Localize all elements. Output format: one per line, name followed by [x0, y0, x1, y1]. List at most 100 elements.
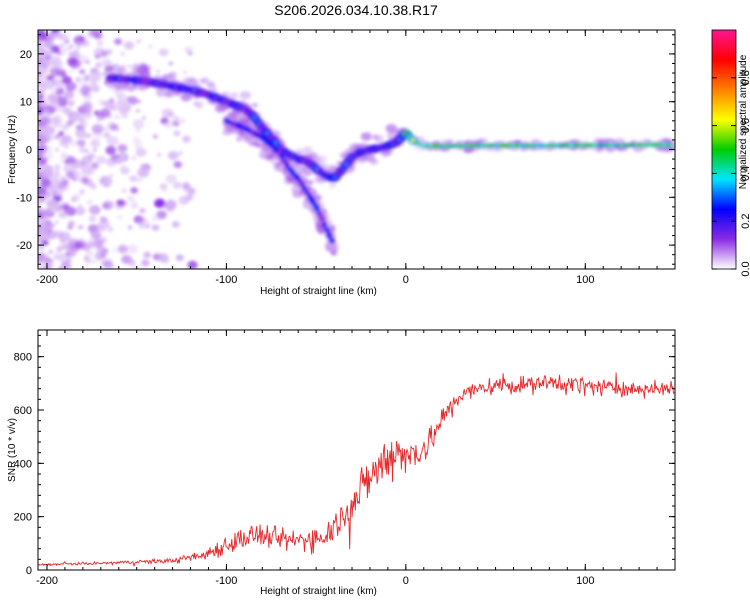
noise-cell	[52, 59, 63, 68]
branch-cell	[328, 237, 335, 244]
noise-cell	[44, 224, 53, 231]
noise-cell	[108, 173, 114, 178]
snr-frame	[37, 329, 676, 571]
noise-cell	[140, 151, 145, 156]
noise-cell	[121, 188, 127, 194]
halo-cell	[199, 78, 205, 83]
halo-cell	[122, 83, 132, 91]
halo-cell	[292, 180, 297, 184]
halo-cell	[121, 64, 126, 68]
halo-cell	[229, 92, 239, 100]
y-tick-label: 0	[26, 145, 32, 157]
noise-cell	[130, 202, 139, 209]
colorbar-tick-label: 0.2	[740, 214, 750, 229]
y-tick-label: -20	[16, 240, 32, 252]
x-tick-label: -200	[36, 274, 58, 286]
noise-cell	[40, 84, 48, 91]
noise-cell	[156, 69, 161, 74]
halo-cell	[206, 81, 216, 89]
noise-cell	[54, 134, 61, 140]
noise-cell	[107, 227, 114, 232]
noise-cell	[102, 200, 114, 210]
noise-cell	[77, 203, 82, 208]
noise-cell	[46, 198, 58, 209]
halo-cell	[116, 66, 126, 74]
noise-cell	[74, 34, 80, 39]
noise-cell	[66, 258, 72, 263]
noise-cell	[116, 98, 128, 108]
noise-cell	[136, 128, 140, 132]
halo-cell	[330, 250, 337, 256]
noise-cell	[80, 164, 93, 175]
halo-cell	[328, 182, 337, 189]
noise-cell	[84, 257, 92, 264]
noise-cell	[151, 224, 160, 231]
halo-cell	[164, 73, 176, 83]
noise-cell	[126, 244, 138, 254]
noise-cell	[42, 80, 48, 85]
noise-cell	[56, 246, 63, 252]
noise-cell	[61, 124, 69, 131]
heatmap-cells	[38, 30, 675, 269]
branch-cell	[279, 153, 285, 160]
noise-cell	[147, 44, 154, 49]
noise-cell	[78, 118, 84, 123]
noise-cell	[120, 52, 125, 56]
noise-cell	[135, 147, 147, 157]
halo-cell	[379, 134, 384, 138]
halo-cell	[270, 153, 276, 158]
noise-cell	[63, 204, 70, 209]
branch-cell	[324, 227, 330, 233]
noise-cell	[117, 244, 128, 254]
noise-cell	[116, 199, 124, 206]
noise-cell	[73, 177, 77, 181]
noise-cell	[45, 124, 49, 128]
y-tick-label: 600	[14, 405, 32, 417]
noise-cell	[100, 58, 112, 68]
noise-cell	[120, 164, 127, 171]
noise-cell	[132, 136, 141, 144]
noise-cell	[41, 117, 50, 124]
noise-cell	[80, 104, 93, 114]
noise-cell	[64, 159, 71, 165]
noise-cell	[38, 82, 42, 87]
noise-cell	[89, 205, 101, 215]
colorbar-gradient	[711, 29, 737, 270]
noise-cell	[87, 238, 97, 247]
noise-cell	[90, 84, 100, 93]
noise-cell	[162, 204, 168, 209]
noise-cell	[47, 184, 56, 191]
noise-cell	[121, 255, 132, 264]
branch-cell	[318, 216, 325, 223]
noise-cell	[67, 220, 75, 227]
noise-cell	[52, 188, 64, 198]
noise-cell	[162, 188, 168, 193]
noise-cell	[135, 108, 141, 113]
noise-cell	[78, 146, 87, 153]
noise-cell	[139, 208, 146, 214]
x-tick-label: 100	[576, 274, 594, 286]
noise-cell	[90, 139, 101, 148]
noise-cell	[111, 248, 117, 253]
halo-cell	[239, 90, 251, 100]
noise-cell	[56, 96, 68, 107]
noise-cell	[87, 152, 96, 160]
noise-cell	[114, 114, 120, 119]
noise-cell	[48, 250, 54, 255]
halo-cell	[252, 137, 257, 141]
noise-cell	[145, 224, 150, 228]
noise-cell	[178, 195, 190, 205]
noise-cell	[175, 254, 184, 262]
noise-cell	[65, 171, 75, 179]
noise-cell	[168, 61, 173, 66]
halo-cell	[197, 100, 205, 106]
noise-cell	[100, 50, 108, 57]
halo-cell	[265, 146, 272, 151]
noise-cell	[79, 189, 85, 194]
noise-cell	[89, 70, 102, 81]
noise-cell	[156, 153, 162, 157]
y-tick-label: -10	[16, 192, 32, 204]
halo-cell	[214, 103, 227, 113]
noise-cell	[74, 40, 82, 47]
